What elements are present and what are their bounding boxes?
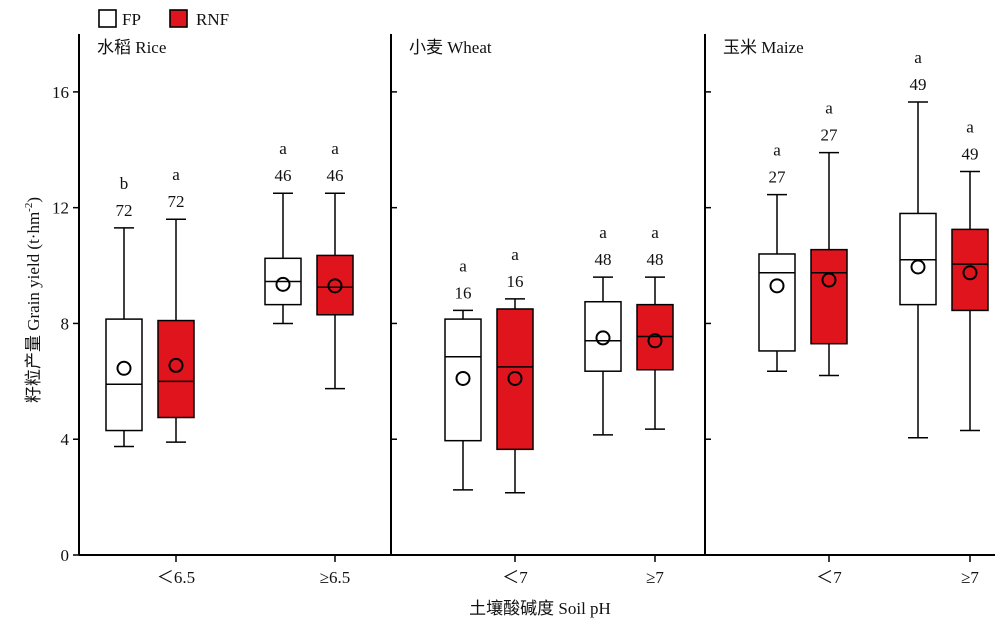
box-fp: 72 b xyxy=(105,174,143,448)
legend-label-rnf: RNF xyxy=(196,10,229,29)
x-tick-label: ＜7 xyxy=(816,568,842,587)
box-rnf: 72 a xyxy=(157,165,195,443)
significance-letter: a xyxy=(825,99,833,118)
sample-size-label: 16 xyxy=(455,283,472,302)
sample-size-label: 48 xyxy=(595,250,612,269)
mean-marker xyxy=(116,360,132,376)
panel-2: 小麦 Wheat ＜7 16 a 16 a ≥7 48 a 48 a xyxy=(390,34,705,587)
y-axis-title-sup: -2 xyxy=(23,203,35,212)
x-tick-label: ＜6.5 xyxy=(157,568,195,587)
box-rnf: 16 a xyxy=(496,245,534,494)
significance-letter: a xyxy=(914,48,922,67)
x-axis-title: 土壤酸碱度 Soil pH xyxy=(469,598,611,618)
y-tick-label: 8 xyxy=(61,314,70,333)
box-fp: 27 a xyxy=(758,141,796,372)
box-iqr xyxy=(157,319,195,419)
mean-marker xyxy=(910,259,926,275)
box-fp: 48 a xyxy=(584,223,622,436)
y-tick-label: 4 xyxy=(61,430,70,449)
mean-marker xyxy=(455,370,471,386)
box-rnf: 46 a xyxy=(316,139,354,390)
legend-label-fp: FP xyxy=(122,10,141,29)
legend-swatch-fp xyxy=(98,9,117,28)
sample-size-label: 27 xyxy=(821,126,839,145)
box-iqr xyxy=(584,300,622,372)
significance-letter: b xyxy=(120,174,129,193)
box-rnf: 48 a xyxy=(636,223,674,430)
mean-marker xyxy=(168,357,184,373)
panel-2-title: 小麦 Wheat xyxy=(409,38,492,57)
significance-letter: a xyxy=(966,117,974,136)
mean-marker xyxy=(821,272,837,288)
box-fp: 16 a xyxy=(444,256,482,491)
panel-3-title: 玉米 Maize xyxy=(723,38,804,57)
mean-marker xyxy=(962,265,978,281)
x-tick-label: ≥7 xyxy=(961,568,979,587)
significance-letter: a xyxy=(172,165,180,184)
sample-size-label: 72 xyxy=(116,201,133,220)
significance-letter: a xyxy=(459,256,467,275)
significance-letter: a xyxy=(511,245,519,264)
sample-size-label: 46 xyxy=(327,166,344,185)
sample-size-label: 72 xyxy=(168,192,185,211)
panel-1: 0 4 8 12 16 水稻 Rice ＜6.5 72 b 72 a ≥6.5 46 a 46 a xyxy=(52,34,391,587)
y-axis-title-main: 籽粒产量 Grain yield (t·hm xyxy=(24,212,43,403)
y-tick-label: 0 xyxy=(61,546,70,565)
sample-size-label: 16 xyxy=(507,272,524,291)
box-rnf: 49 a xyxy=(951,117,989,432)
significance-letter: a xyxy=(279,139,287,158)
sample-size-label: 46 xyxy=(275,166,292,185)
mean-marker xyxy=(275,276,291,292)
sample-size-label: 48 xyxy=(647,250,664,269)
box-iqr xyxy=(316,254,354,316)
x-tick-label: ≥7 xyxy=(646,568,664,587)
significance-letter: a xyxy=(599,223,607,242)
mean-marker xyxy=(647,333,663,349)
significance-letter: a xyxy=(773,141,781,160)
box-iqr xyxy=(810,248,848,345)
sample-size-label: 27 xyxy=(769,168,787,187)
sample-size-label: 49 xyxy=(910,75,927,94)
box-fp: 49 a xyxy=(899,48,937,439)
significance-letter: a xyxy=(651,223,659,242)
box-iqr xyxy=(758,253,796,352)
significance-letter: a xyxy=(331,139,339,158)
box-iqr xyxy=(496,308,534,451)
box-iqr xyxy=(951,228,989,312)
box-rnf: 27 a xyxy=(810,99,848,377)
y-tick-label: 12 xyxy=(52,199,69,218)
mean-marker xyxy=(595,330,611,346)
sample-size-label: 49 xyxy=(962,144,979,163)
y-axis-title: 籽粒产量 Grain yield (t·hm-2) xyxy=(23,197,43,403)
x-tick-label: ≥6.5 xyxy=(320,568,351,587)
legend: FP RNF xyxy=(98,9,229,29)
y-axis-title-end: ) xyxy=(24,197,43,203)
panel-1-title: 水稻 Rice xyxy=(97,38,166,57)
mean-marker xyxy=(327,278,343,294)
mean-marker xyxy=(507,370,523,386)
box-fp: 46 a xyxy=(264,139,302,325)
box-iqr xyxy=(444,318,482,442)
y-tick-label: 16 xyxy=(52,83,69,102)
legend-swatch-rnf xyxy=(169,9,188,28)
mean-marker xyxy=(769,278,785,294)
panel-3: 玉米 Maize ＜7 27 a 27 a ≥7 49 a 49 a xyxy=(704,34,995,587)
x-tick-label: ＜7 xyxy=(502,568,528,587)
